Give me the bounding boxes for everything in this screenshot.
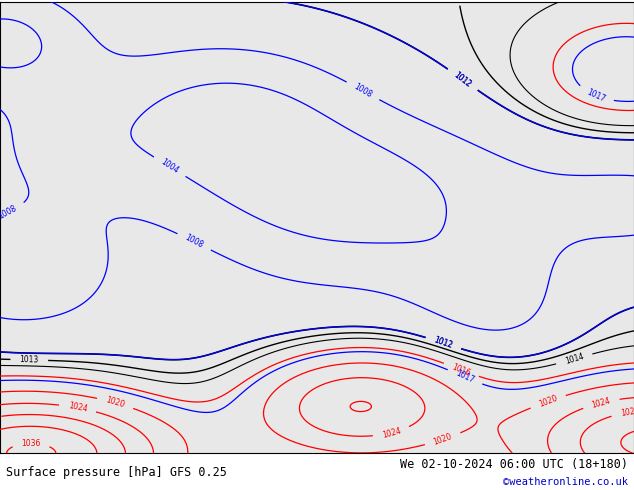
Text: 1017: 1017	[585, 88, 606, 103]
Text: 1008: 1008	[353, 82, 373, 99]
Text: ©weatheronline.co.uk: ©weatheronline.co.uk	[503, 477, 628, 487]
Text: 1028: 1028	[619, 407, 634, 418]
Text: 1012: 1012	[433, 336, 454, 350]
Text: 1008: 1008	[0, 203, 18, 220]
Text: 1012: 1012	[433, 336, 454, 350]
Text: 1020: 1020	[105, 396, 126, 410]
Text: 1014: 1014	[564, 352, 585, 366]
Text: 1032: 1032	[53, 471, 74, 485]
Text: 1024: 1024	[67, 401, 88, 414]
Text: 1008: 1008	[184, 233, 205, 250]
Text: We 02-10-2024 06:00 UTC (18+180): We 02-10-2024 06:00 UTC (18+180)	[399, 458, 628, 471]
Text: 1017: 1017	[455, 369, 476, 385]
Text: 1024: 1024	[591, 396, 612, 410]
Text: 1004: 1004	[159, 158, 180, 176]
Text: 1024: 1024	[381, 426, 402, 440]
Text: 1020: 1020	[538, 394, 559, 409]
Text: 1016: 1016	[282, 463, 302, 474]
Text: 1036: 1036	[22, 439, 41, 448]
Text: 1017: 1017	[207, 463, 226, 483]
Text: 1013: 1013	[20, 355, 39, 365]
Text: Surface pressure [hPa] GFS 0.25: Surface pressure [hPa] GFS 0.25	[6, 466, 227, 479]
Text: 1012: 1012	[453, 70, 473, 89]
Text: 1012: 1012	[453, 70, 473, 89]
Text: 1016: 1016	[451, 362, 472, 378]
Text: 1020: 1020	[432, 432, 453, 447]
